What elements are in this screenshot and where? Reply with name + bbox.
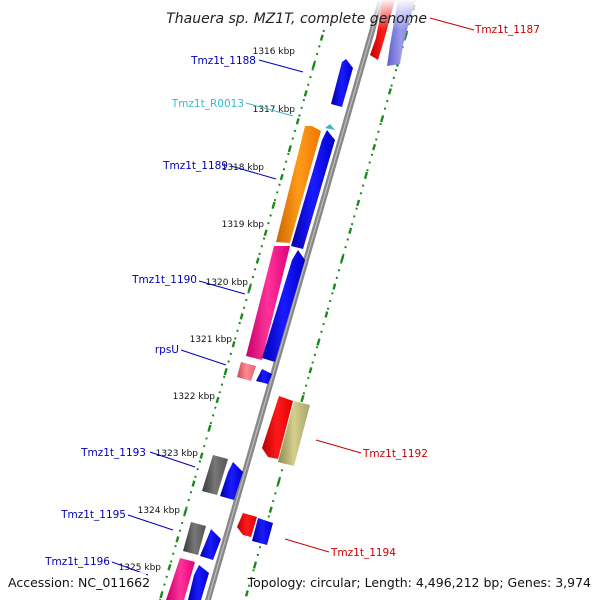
tick-mark xyxy=(348,227,353,235)
scale-tick-label: 1316 kbp xyxy=(253,47,296,57)
gene-tmz1t-1193-gray[interactable] xyxy=(202,455,228,495)
scale-tick-label: 1319 kbp xyxy=(222,220,265,230)
tick-mark xyxy=(255,257,260,264)
gene-tmz1t-1194-blue[interactable] xyxy=(252,518,273,545)
gene-tmz1t-r0013[interactable] xyxy=(325,124,335,130)
gene-tmz1t-1193-blue[interactable] xyxy=(220,462,243,500)
tick-mark xyxy=(191,480,196,487)
tick-mark xyxy=(372,143,377,151)
tick-mark xyxy=(303,90,308,97)
gene-tmz1t-1195-blue[interactable] xyxy=(200,529,221,560)
gene-label-tmz1t-1196[interactable]: Tmz1t_1196 xyxy=(44,556,110,568)
tick-mark xyxy=(340,255,345,262)
tick-mark xyxy=(215,396,220,404)
gene-tmz1t-1192-olive[interactable] xyxy=(278,401,310,466)
gene-tmz1t-1189-orange[interactable] xyxy=(276,126,321,243)
tick-mark xyxy=(308,367,313,374)
accession-label: Accession: NC_011662 xyxy=(8,575,150,590)
gene-tmz1t-1190-pink[interactable] xyxy=(246,246,290,360)
tick-mark xyxy=(247,285,252,292)
gene-label-tmz1t-1195[interactable]: Tmz1t_1195 xyxy=(60,509,126,521)
tick-mark xyxy=(364,171,369,179)
gene-rpsu-salmon[interactable] xyxy=(237,362,256,381)
tick-mark xyxy=(239,313,244,320)
tick-mark xyxy=(324,311,329,318)
major-ticks-left xyxy=(159,34,324,599)
tick-mark xyxy=(183,508,188,515)
gene-tmz1t-1196-pink[interactable] xyxy=(166,558,195,600)
gene-label-tmz1t-1188[interactable]: Tmz1t_1188 xyxy=(190,55,256,67)
tick-mark xyxy=(159,591,164,599)
scale-tick-label: 1322 kbp xyxy=(173,392,216,402)
tick-mark xyxy=(276,478,281,486)
tick-mark xyxy=(300,394,305,402)
scale-tick-label: 1321 kbp xyxy=(190,335,233,345)
scale-tick-label: 1318 kbp xyxy=(222,163,265,173)
gene-tmz1t-1192-red[interactable] xyxy=(262,396,293,459)
tick-mark xyxy=(268,506,273,513)
gene-label-tmz1t-1193[interactable]: Tmz1t_1193 xyxy=(80,447,146,459)
tick-mark xyxy=(311,62,316,69)
tick-mark xyxy=(244,590,249,597)
tick-mark xyxy=(279,173,284,181)
gene-tmz1t-1190-blue[interactable] xyxy=(262,250,305,362)
tick-mark xyxy=(223,368,228,376)
scale-tick-label: 1325 kbp xyxy=(119,563,162,573)
scale-tick-label: 1317 kbp xyxy=(253,105,296,115)
gene-label-tmz1t-1192[interactable]: Tmz1t_1192 xyxy=(362,448,428,460)
tick-mark xyxy=(271,201,276,209)
gene-tmz1t-1189-blue[interactable] xyxy=(291,130,335,249)
backbone-highlight xyxy=(207,0,382,600)
tick-mark xyxy=(295,118,300,125)
tick-mark xyxy=(207,424,212,432)
gene-tmz1t-1188[interactable] xyxy=(331,59,353,107)
tick-mark xyxy=(380,116,384,123)
gene-label-tmz1t-1189[interactable]: Tmz1t_1189 xyxy=(162,160,228,172)
tick-mark xyxy=(263,229,268,237)
gene-tmz1t-1194-red[interactable] xyxy=(237,513,257,537)
gene-label-tmz1t-1190[interactable]: Tmz1t_1190 xyxy=(131,274,197,286)
footer-backdrop-left xyxy=(4,572,146,592)
scale-tick-label: 1320 kbp xyxy=(206,278,249,288)
footer-backdrop-right xyxy=(256,572,596,592)
tick-mark xyxy=(199,452,204,459)
gene-rpsu-blue[interactable] xyxy=(256,369,272,384)
tick-mark xyxy=(319,34,324,41)
gene-label-tmz1t-r0013[interactable]: Tmz1t_R0013 xyxy=(171,98,244,110)
tick-mark xyxy=(387,88,392,95)
scale-tick-label: 1323 kbp xyxy=(156,449,199,459)
gene-tmz1t-1195-gray[interactable] xyxy=(183,522,206,555)
tick-mark xyxy=(167,563,172,571)
leader-lines xyxy=(111,17,475,576)
gene-label-rpsu[interactable]: rpsU xyxy=(155,344,179,356)
title-fade xyxy=(160,0,440,30)
tick-mark xyxy=(231,341,236,348)
gene-tmz1t-1196-blue[interactable] xyxy=(188,565,209,600)
tick-mark xyxy=(175,536,180,543)
map-title: Thauera sp. MZ1T, complete genome xyxy=(166,11,427,27)
tick-mark xyxy=(316,339,321,346)
tick-mark xyxy=(332,283,337,290)
gene-label-tmz1t-1187[interactable]: Tmz1t_1187 xyxy=(474,24,540,36)
tick-mark xyxy=(403,32,408,39)
gene-label-tmz1t-1194[interactable]: Tmz1t_1194 xyxy=(330,547,396,559)
tick-mark xyxy=(287,145,292,153)
tick-mark xyxy=(356,199,361,207)
scale-tick-label: 1324 kbp xyxy=(138,506,181,516)
genome-summary: Topology: circular; Length: 4,496,212 bp… xyxy=(247,575,591,590)
tick-mark xyxy=(252,562,257,569)
